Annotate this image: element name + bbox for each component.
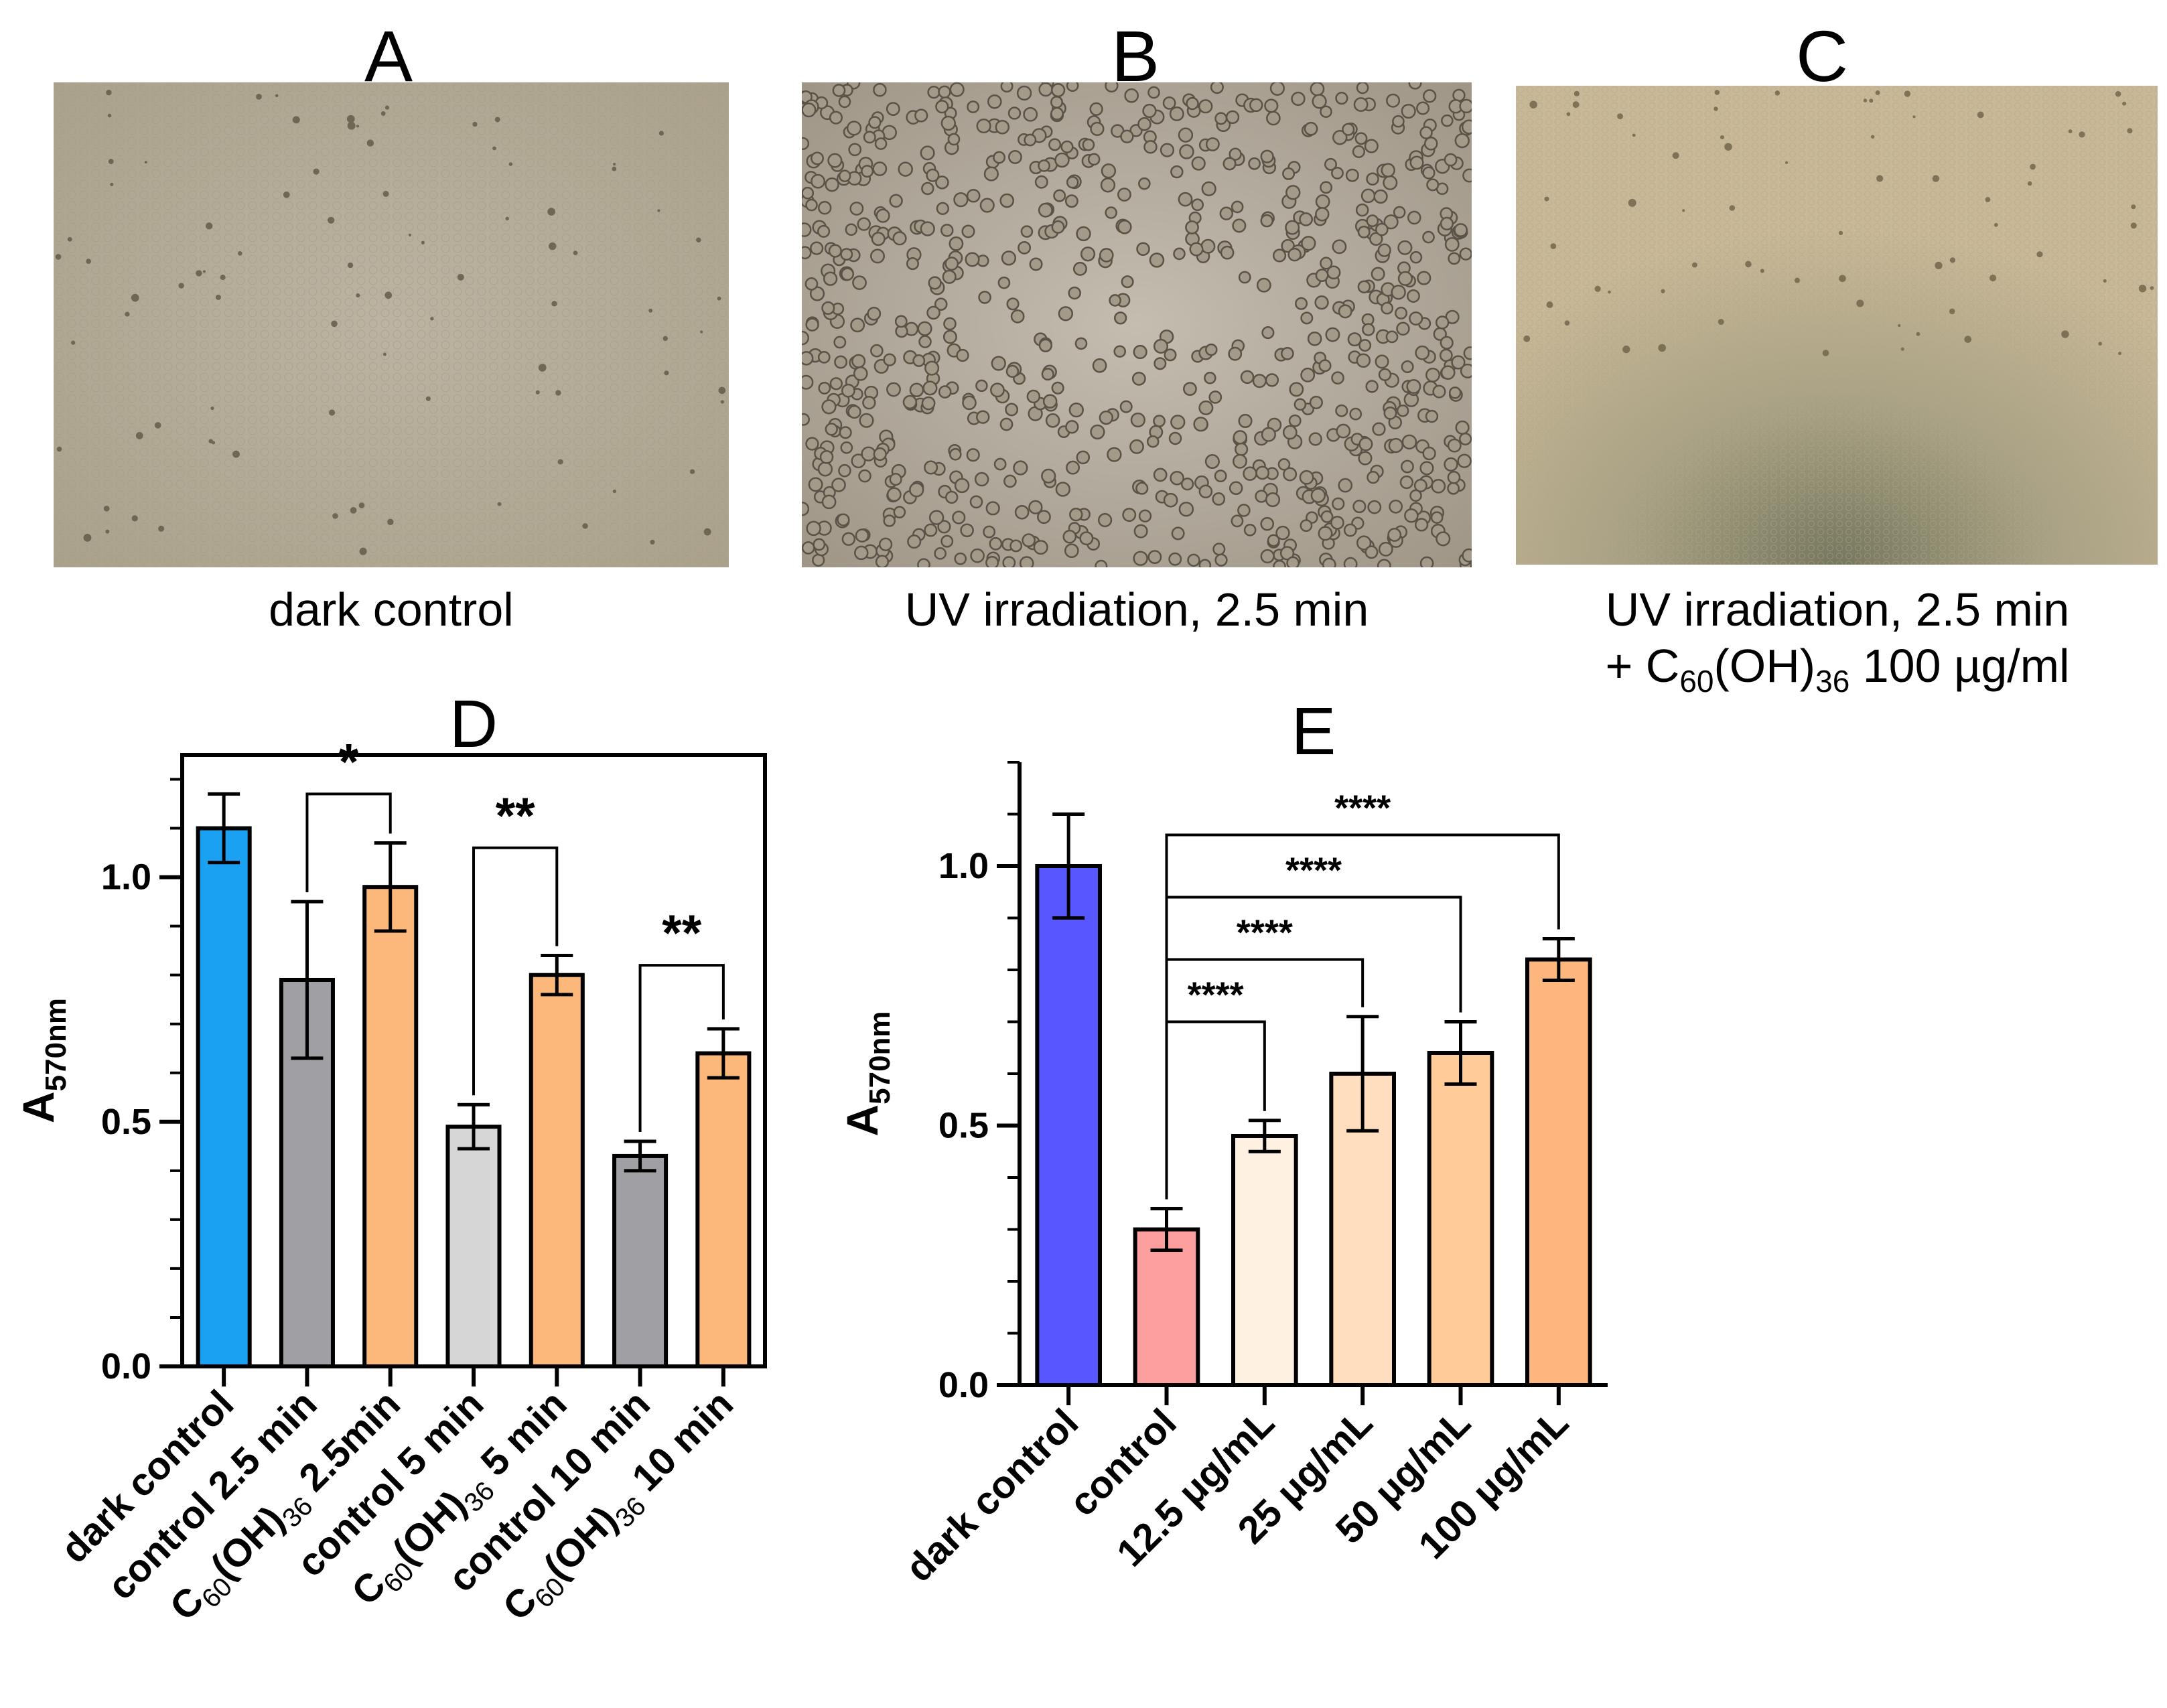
chart-e-title: E [1291, 694, 1336, 769]
bar-1 [196, 826, 252, 1368]
significance-bracket-3 [638, 964, 725, 1133]
bar-7 [695, 1051, 752, 1368]
caption-uv-c60: UV irradiation, 2.5 min + C60(OH)36 100 … [1502, 581, 2167, 700]
significance-label-3: ** [662, 905, 702, 962]
significance-label-1: * [339, 733, 359, 790]
y-tick-label: 0.5 [938, 1106, 989, 1146]
y-tick-label: 1.0 [101, 857, 151, 898]
significance-label-2: ** [496, 788, 536, 845]
significance-label-2: **** [1237, 913, 1293, 953]
bar-1 [1035, 864, 1102, 1387]
panel-a-letter: A [364, 15, 413, 96]
bar-4 [445, 1125, 502, 1368]
significance-bracket-2 [472, 846, 559, 1096]
significance-bracket-4 [1165, 833, 1560, 1200]
significance-label-3: **** [1285, 851, 1342, 891]
bar-5 [1427, 1051, 1494, 1387]
y-tick-label: 1.0 [938, 846, 989, 886]
significance-label-1: **** [1188, 975, 1244, 1015]
micrograph-dark-control [54, 82, 729, 567]
caption-dark-control: dark control [269, 583, 514, 636]
y-axis-label: A570nm [13, 998, 72, 1123]
x-category-label-1: dark control [897, 1401, 1087, 1590]
panel-b-letter: B [1111, 15, 1160, 96]
significance-bracket-3 [1165, 896, 1462, 1200]
bar-3 [362, 885, 419, 1368]
bar-5 [529, 973, 585, 1368]
significance-bracket-1 [305, 792, 392, 893]
micrograph-uv-c60 [1516, 86, 2158, 565]
y-tick-label: 0.5 [101, 1102, 151, 1142]
y-axis-label: A570nm [837, 1011, 896, 1136]
caption-uv-irradiation: UV irradiation, 2.5 min [904, 583, 1369, 636]
caption-uv-c60-line2: + C60(OH)36 100 µg/ml [1605, 640, 2070, 699]
bar-2 [1133, 1227, 1200, 1387]
micrograph-uv-irradiation [802, 82, 1472, 567]
bar-6 [612, 1153, 669, 1368]
caption-uv-c60-line1: UV irradiation, 2.5 min [1605, 583, 2070, 636]
bar-6 [1525, 957, 1592, 1387]
significance-label-4: **** [1334, 788, 1391, 829]
bar-4 [1329, 1072, 1396, 1387]
y-tick-label: 0.0 [938, 1365, 989, 1405]
bar-3 [1231, 1134, 1298, 1387]
y-tick-label: 0.0 [101, 1346, 151, 1386]
panel-c-letter: C [1796, 15, 1848, 96]
chart-d-title: D [449, 687, 498, 762]
